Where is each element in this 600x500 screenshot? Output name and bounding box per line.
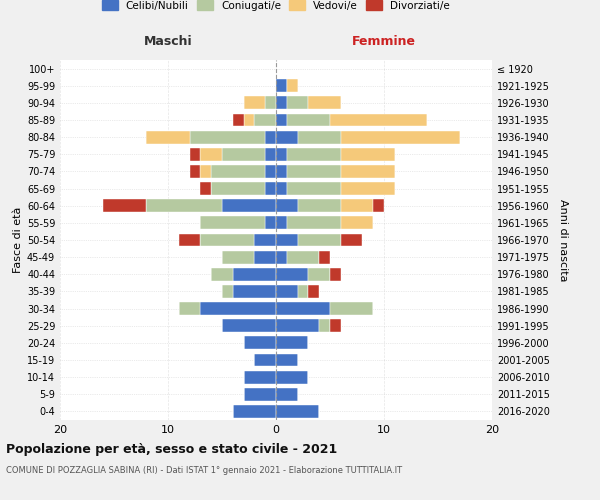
Bar: [179, 302, 200, 315]
Bar: [308, 268, 330, 280]
Bar: [319, 320, 330, 332]
Bar: [244, 114, 254, 126]
Bar: [287, 114, 330, 126]
Bar: [319, 250, 330, 264]
Bar: [298, 200, 341, 212]
Bar: [233, 114, 244, 126]
Bar: [341, 148, 395, 160]
Bar: [233, 285, 276, 298]
Bar: [287, 250, 319, 264]
Bar: [244, 370, 276, 384]
Text: Popolazione per età, sesso e stato civile - 2021: Popolazione per età, sesso e stato civil…: [6, 442, 337, 456]
Bar: [341, 200, 373, 212]
Bar: [276, 114, 287, 126]
Bar: [265, 96, 276, 110]
Bar: [222, 200, 276, 212]
Bar: [287, 216, 341, 230]
Bar: [276, 182, 287, 195]
Bar: [222, 250, 254, 264]
Bar: [298, 130, 341, 143]
Bar: [276, 130, 298, 143]
Bar: [222, 320, 276, 332]
Bar: [265, 182, 276, 195]
Bar: [287, 148, 341, 160]
Bar: [276, 405, 319, 418]
Bar: [276, 388, 298, 400]
Bar: [287, 96, 308, 110]
Bar: [276, 285, 298, 298]
Bar: [254, 234, 276, 246]
Text: Femmine: Femmine: [352, 35, 416, 48]
Legend: Celibi/Nubili, Coniugati/e, Vedovi/e, Divorziati/e: Celibi/Nubili, Coniugati/e, Vedovi/e, Di…: [102, 0, 450, 10]
Bar: [146, 130, 190, 143]
Bar: [190, 148, 200, 160]
Bar: [179, 234, 200, 246]
Bar: [276, 148, 287, 160]
Bar: [233, 268, 276, 280]
Bar: [200, 148, 222, 160]
Bar: [200, 182, 211, 195]
Bar: [211, 182, 265, 195]
Bar: [276, 370, 308, 384]
Bar: [200, 216, 265, 230]
Bar: [276, 268, 308, 280]
Bar: [276, 354, 298, 366]
Bar: [330, 320, 341, 332]
Bar: [244, 336, 276, 349]
Bar: [265, 148, 276, 160]
Bar: [373, 200, 384, 212]
Bar: [276, 250, 287, 264]
Bar: [244, 96, 265, 110]
Bar: [265, 165, 276, 178]
Bar: [330, 268, 341, 280]
Bar: [265, 216, 276, 230]
Bar: [276, 320, 319, 332]
Bar: [276, 302, 330, 315]
Bar: [190, 165, 200, 178]
Bar: [341, 130, 460, 143]
Bar: [330, 114, 427, 126]
Bar: [298, 285, 308, 298]
Bar: [276, 96, 287, 110]
Bar: [276, 234, 298, 246]
Bar: [287, 80, 298, 92]
Bar: [276, 216, 287, 230]
Bar: [200, 302, 276, 315]
Text: Maschi: Maschi: [143, 35, 193, 48]
Bar: [276, 165, 287, 178]
Bar: [330, 302, 373, 315]
Bar: [265, 130, 276, 143]
Bar: [276, 80, 287, 92]
Y-axis label: Anni di nascita: Anni di nascita: [558, 198, 568, 281]
Text: COMUNE DI POZZAGLIA SABINA (RI) - Dati ISTAT 1° gennaio 2021 - Elaborazione TUTT: COMUNE DI POZZAGLIA SABINA (RI) - Dati I…: [6, 466, 402, 475]
Bar: [200, 234, 254, 246]
Y-axis label: Fasce di età: Fasce di età: [13, 207, 23, 273]
Bar: [190, 130, 265, 143]
Bar: [211, 165, 265, 178]
Bar: [341, 234, 362, 246]
Bar: [276, 200, 298, 212]
Bar: [254, 114, 276, 126]
Bar: [103, 200, 146, 212]
Bar: [233, 405, 276, 418]
Bar: [254, 354, 276, 366]
Bar: [211, 268, 233, 280]
Bar: [244, 388, 276, 400]
Bar: [146, 200, 222, 212]
Bar: [341, 165, 395, 178]
Bar: [298, 234, 341, 246]
Bar: [254, 250, 276, 264]
Bar: [200, 165, 211, 178]
Bar: [222, 285, 233, 298]
Bar: [308, 96, 341, 110]
Bar: [308, 285, 319, 298]
Bar: [276, 336, 308, 349]
Bar: [341, 216, 373, 230]
Bar: [341, 182, 395, 195]
Bar: [222, 148, 265, 160]
Bar: [287, 165, 341, 178]
Bar: [287, 182, 341, 195]
